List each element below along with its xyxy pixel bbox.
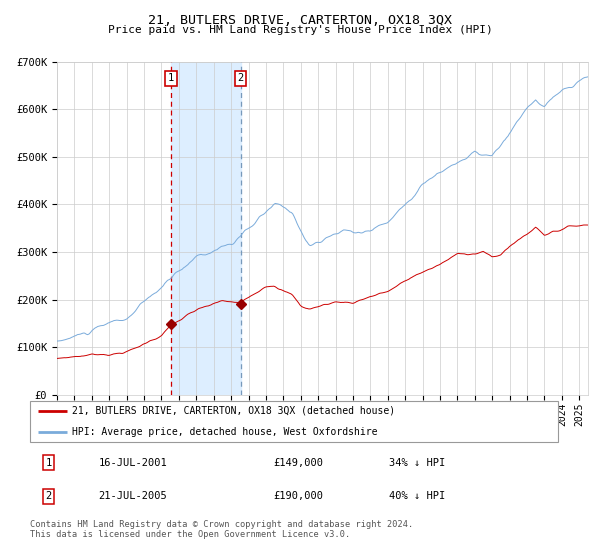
- Text: 2: 2: [46, 491, 52, 501]
- Text: Contains HM Land Registry data © Crown copyright and database right 2024.
This d: Contains HM Land Registry data © Crown c…: [30, 520, 413, 539]
- Text: £149,000: £149,000: [273, 458, 323, 468]
- Text: 40% ↓ HPI: 40% ↓ HPI: [389, 491, 445, 501]
- Text: 2: 2: [238, 73, 244, 83]
- Bar: [171, 62, 241, 395]
- Text: 21, BUTLERS DRIVE, CARTERTON, OX18 3QX (detached house): 21, BUTLERS DRIVE, CARTERTON, OX18 3QX (…: [72, 406, 395, 416]
- Text: Price paid vs. HM Land Registry's House Price Index (HPI): Price paid vs. HM Land Registry's House …: [107, 25, 493, 35]
- FancyBboxPatch shape: [30, 401, 558, 441]
- Text: 21-JUL-2005: 21-JUL-2005: [98, 491, 167, 501]
- Text: 1: 1: [46, 458, 52, 468]
- Text: 34% ↓ HPI: 34% ↓ HPI: [389, 458, 445, 468]
- Text: 1: 1: [168, 73, 174, 83]
- Text: HPI: Average price, detached house, West Oxfordshire: HPI: Average price, detached house, West…: [72, 427, 378, 437]
- Text: 21, BUTLERS DRIVE, CARTERTON, OX18 3QX: 21, BUTLERS DRIVE, CARTERTON, OX18 3QX: [148, 14, 452, 27]
- Text: 16-JUL-2001: 16-JUL-2001: [98, 458, 167, 468]
- Text: £190,000: £190,000: [273, 491, 323, 501]
